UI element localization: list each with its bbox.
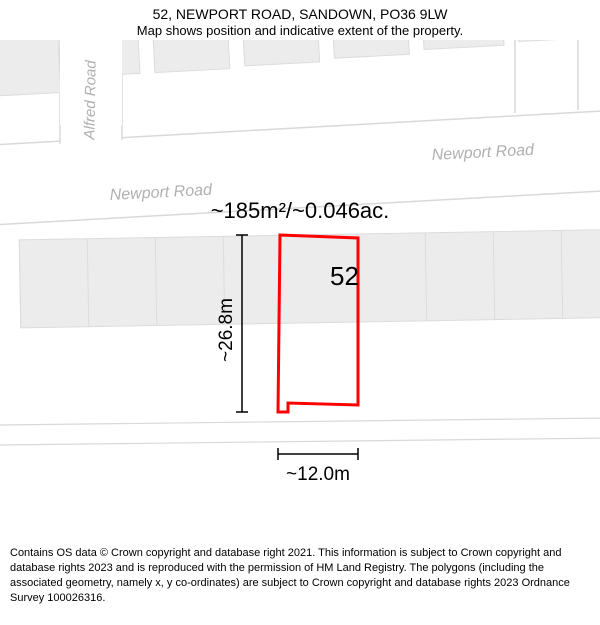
map-svg: ~26.8m~12.0m~185m²/~0.046ac.52Newport Ro… [0,40,600,540]
header: 52, NEWPORT ROAD, SANDOWN, PO36 9LW Map … [0,0,600,40]
copyright-footer: Contains OS data © Crown copyright and d… [0,540,600,615]
svg-text:Alfred Road: Alfred Road [81,60,99,141]
svg-text:~12.0m: ~12.0m [286,464,350,485]
map-canvas: ~26.8m~12.0m~185m²/~0.046ac.52Newport Ro… [0,40,600,540]
page-title: 52, NEWPORT ROAD, SANDOWN, PO36 9LW [10,6,590,22]
svg-text:~185m²/~0.046ac.: ~185m²/~0.046ac. [211,198,390,223]
page-subtitle: Map shows position and indicative extent… [10,23,590,38]
svg-text:~26.8m: ~26.8m [216,298,237,362]
svg-text:52: 52 [330,261,359,291]
